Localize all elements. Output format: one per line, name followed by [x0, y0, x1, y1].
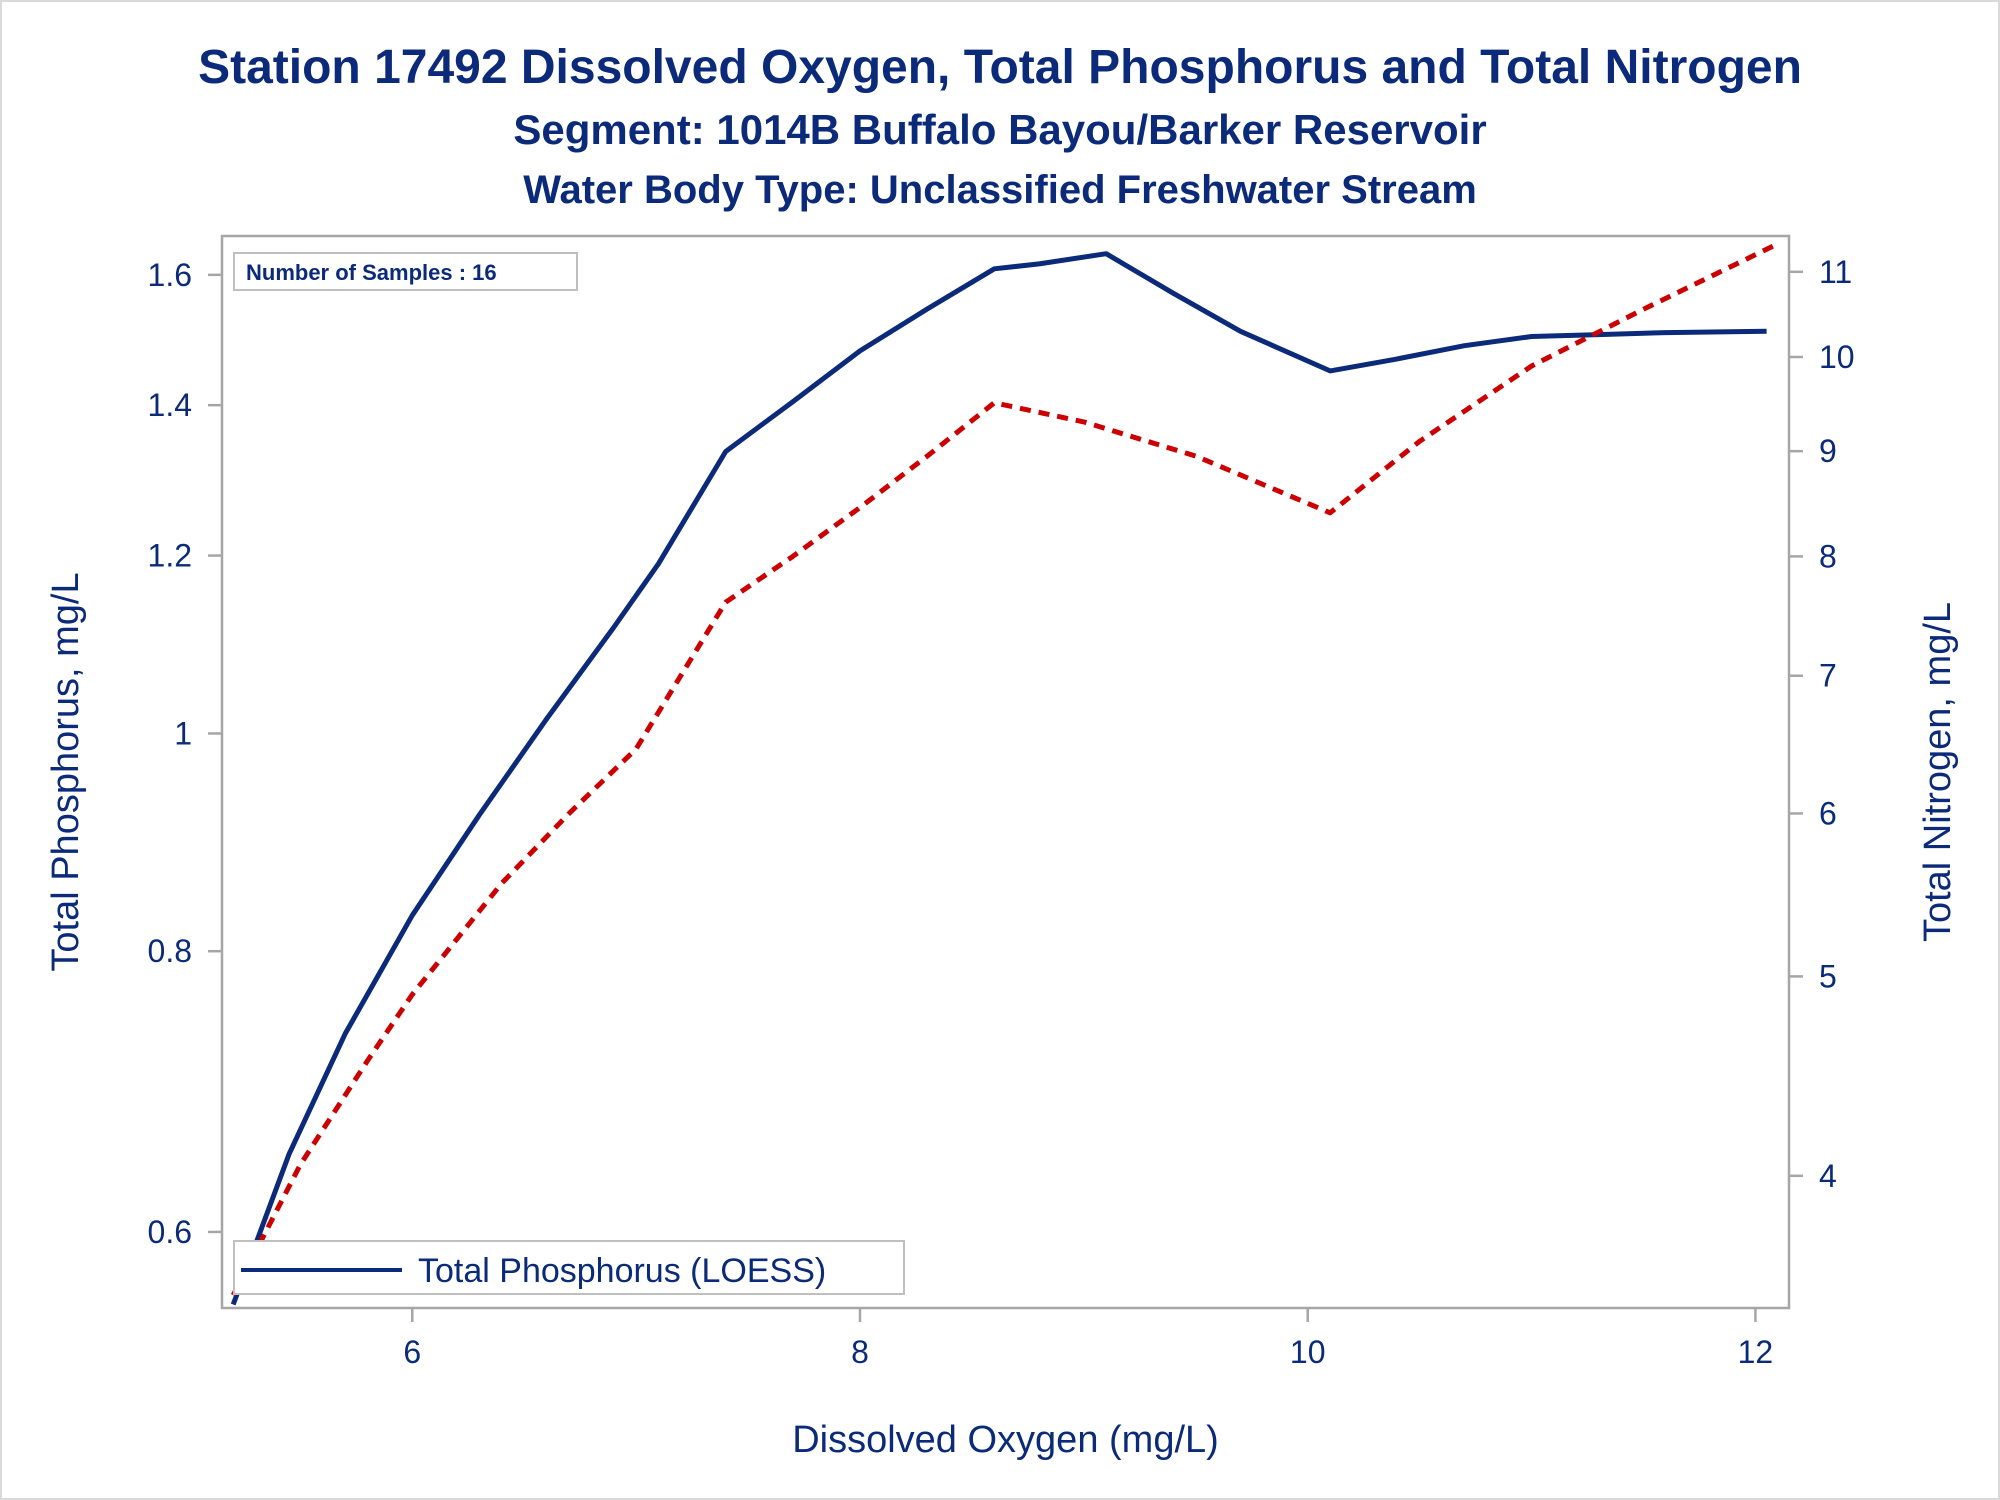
legend: Total Phosphorus (LOESS)	[233, 1240, 905, 1295]
x-tick-label: 8	[851, 1334, 869, 1370]
y-tick-label: 1.2	[148, 538, 192, 574]
y-tick-label: 1.6	[148, 257, 192, 293]
x-tick-label: 12	[1738, 1334, 1774, 1370]
series-layer	[230, 241, 1779, 1306]
x-axis: 6 8 10 12	[403, 1308, 1773, 1370]
y2-tick-label: 8	[1819, 538, 1837, 574]
legend-label-phosphorus: Total Phosphorus (LOESS)	[418, 1252, 826, 1290]
chart-title: Station 17492 Dissolved Oxygen, Total Ph…	[198, 41, 1802, 94]
sample-count-text: Number of Samples : 16	[246, 260, 497, 285]
y2-tick-label: 11	[1819, 254, 1852, 290]
chart-subtitle-water-body: Water Body Type: Unclassified Freshwater…	[523, 168, 1477, 212]
plot-area	[220, 234, 1791, 1310]
sample-count-inset: Number of Samples : 16	[233, 252, 578, 291]
y2-tick-label: 4	[1819, 1158, 1837, 1194]
y-tick-label: 0.6	[148, 1214, 192, 1250]
y-tick-label: 0.8	[148, 933, 192, 969]
y2-tick-label: 7	[1819, 658, 1837, 694]
y2-tick-label: 9	[1819, 433, 1837, 469]
series-line-phosphorus	[230, 251, 1767, 1306]
sample-count-box	[233, 252, 578, 291]
y-axis-right: 4 5 6 7 8 9 10 11	[1789, 254, 1855, 1194]
x-tick-label: 6	[403, 1334, 421, 1370]
legend-box	[233, 1240, 905, 1295]
x-axis-label: Dissolved Oxygen (mg/L)	[792, 1419, 1219, 1461]
y-axis-label: Total Phosphorus, mg/L	[45, 572, 87, 971]
y2-axis-label: Total Nitrogen, mg/L	[1917, 602, 1959, 942]
series-line-nitrogen	[230, 241, 1779, 1297]
y-tick-label: 1.4	[148, 387, 192, 423]
y2-tick-label: 6	[1819, 795, 1837, 831]
x-tick-label: 10	[1290, 1334, 1326, 1370]
y2-tick-label: 10	[1819, 339, 1855, 375]
plot-frame	[220, 234, 1791, 1310]
y-tick-label: 1	[174, 715, 192, 751]
y2-tick-label: 5	[1819, 958, 1837, 994]
chart-subtitle-segment: Segment: 1014B Buffalo Bayou/Barker Rese…	[513, 106, 1487, 153]
y-axis-left: 0.6 0.8 1 1.2 1.4 1.6	[148, 257, 222, 1250]
plot-background	[222, 236, 1789, 1308]
